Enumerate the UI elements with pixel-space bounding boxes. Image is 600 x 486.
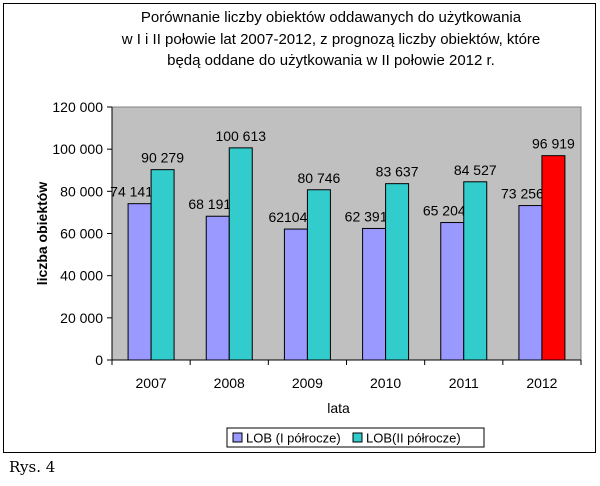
bar-2007-series-1 [127,203,152,361]
legend-label-series-2: LOB(II półrocze) [366,431,461,446]
y-tick-label: 100 000 [52,141,103,157]
data-label-2009-series-2: 80 746 [298,170,341,186]
y-tick-label: 80 000 [60,183,103,199]
x-tick-label: 2007 [136,375,167,391]
legend-swatch-series-1 [232,432,243,443]
bar-2009-series-2 [306,189,331,361]
bar-2010-series-1 [362,227,387,361]
data-label-2011-series-1: 65 204 [423,203,466,219]
bar-2007-series-2 [150,169,175,361]
data-label-2012-series-1: 73 256 [501,186,544,202]
y-tick-label: 60 000 [60,226,103,242]
bar-2011-series-2 [463,181,488,361]
bar-2010-series-2 [385,183,410,361]
chart-title-line-1: Porównanie liczby obiektów oddawanych do… [141,9,522,26]
bar-2012-series-2 [541,155,566,361]
x-tick-label: 2009 [292,375,323,391]
bar-2008-series-2 [228,147,253,361]
bar-2009-series-1 [283,228,308,361]
x-tick-label: 2011 [449,375,479,391]
data-label-2010-series-1: 62 391 [345,208,388,224]
y-tick-label: 20 000 [60,310,103,326]
chart-frame: Porównanie liczby obiektów oddawanych do… [3,3,596,453]
data-label-2008-series-1: 68 191 [188,196,231,212]
legend-label-series-1: LOB (I półrocze) [246,431,341,446]
y-tick-label: 40 000 [60,268,103,284]
bar-2008-series-1 [205,215,230,361]
chart-title-line-3: będą oddane do użytkowania w II połowie … [167,52,495,69]
data-label-2008-series-2: 100 613 [215,128,266,144]
bar-chart: Porównanie liczby obiektów oddawanych do… [34,9,582,448]
bar-2011-series-1 [440,222,465,361]
figure-caption: Rys. 4 [9,458,56,476]
legend-swatch-series-2 [352,432,363,443]
x-tick-label: 2012 [526,375,557,391]
y-axis-label: liczba obiektów [34,182,50,286]
data-label-2010-series-2: 83 637 [376,164,419,180]
bar-2012-series-1 [518,205,543,361]
x-tick-label: 2010 [370,375,401,391]
chart-title-line-2: w I i II połowie lat 2007-2012, z progno… [121,31,541,48]
x-axis-label: lata [327,400,350,416]
y-tick-label: 120 000 [52,99,103,115]
data-label-2007-series-2: 90 279 [141,150,184,166]
data-label-2012-series-2: 96 919 [532,136,575,152]
x-tick-label: 2008 [214,375,245,391]
data-label-2011-series-2: 84 527 [454,162,497,178]
data-label-2007-series-1: 74 141 [110,184,153,200]
plot-area [111,106,582,361]
data-label-2009-series-1: 62104 [268,209,307,225]
y-tick-label: 0 [95,352,103,368]
